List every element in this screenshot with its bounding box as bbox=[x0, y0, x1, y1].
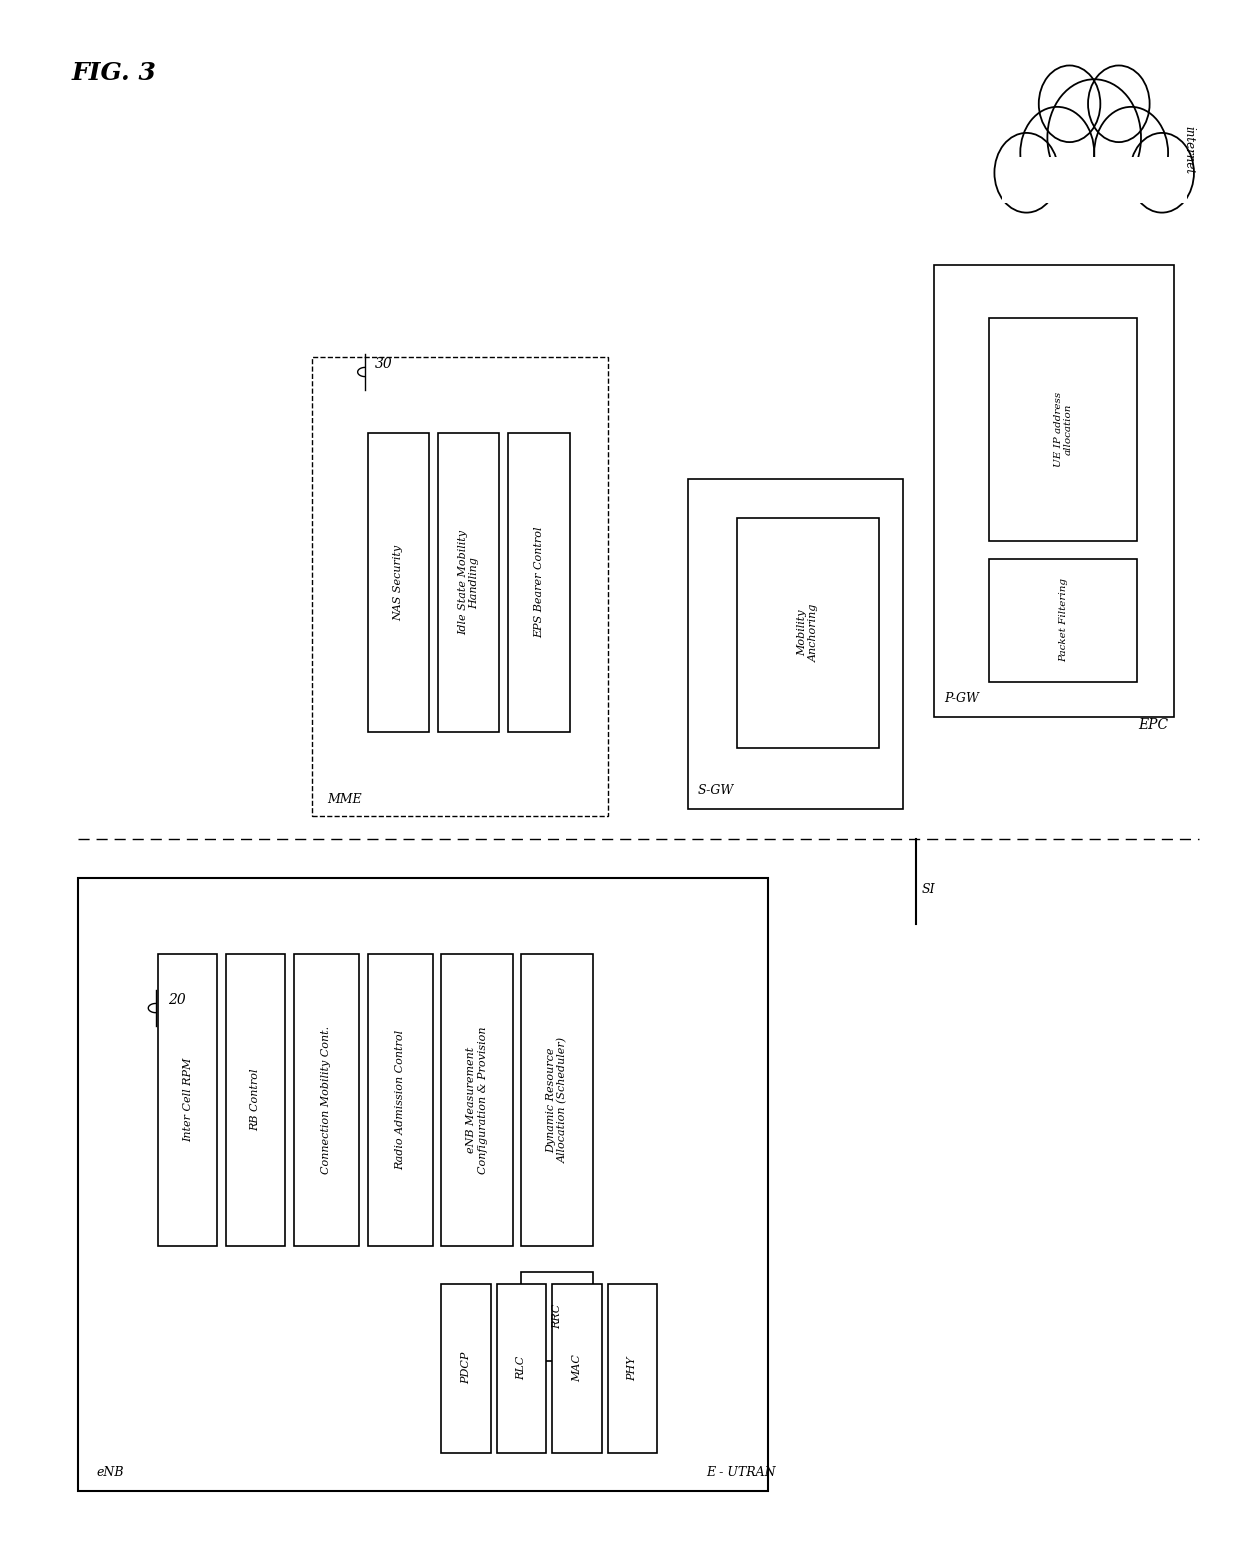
Bar bbox=[226, 954, 285, 1245]
Text: E - UTRAN: E - UTRAN bbox=[707, 1465, 776, 1479]
Text: Connection Mobility Cont.: Connection Mobility Cont. bbox=[321, 1026, 331, 1174]
Text: SI: SI bbox=[921, 883, 935, 897]
Ellipse shape bbox=[1048, 79, 1141, 196]
Text: MAC: MAC bbox=[572, 1355, 582, 1382]
Bar bbox=[367, 954, 433, 1245]
Ellipse shape bbox=[1130, 133, 1194, 213]
Text: RRC: RRC bbox=[552, 1304, 562, 1328]
Text: Inter Cell RPM: Inter Cell RPM bbox=[182, 1057, 192, 1142]
Bar bbox=[990, 319, 1137, 541]
Bar bbox=[688, 479, 903, 809]
Text: Idle State Mobility
Handling: Idle State Mobility Handling bbox=[458, 530, 480, 635]
Bar bbox=[990, 559, 1137, 681]
Text: 30: 30 bbox=[374, 358, 393, 371]
Bar bbox=[552, 1284, 601, 1453]
Bar bbox=[159, 954, 217, 1245]
Text: MME: MME bbox=[327, 792, 362, 806]
Text: Dynamic Resource
Allocation (Scheduler): Dynamic Resource Allocation (Scheduler) bbox=[546, 1037, 568, 1163]
Text: internet: internet bbox=[1183, 126, 1195, 174]
Text: Radio Admission Control: Radio Admission Control bbox=[396, 1029, 405, 1170]
Bar bbox=[294, 954, 358, 1245]
Bar bbox=[508, 433, 569, 732]
Ellipse shape bbox=[1021, 106, 1094, 199]
Ellipse shape bbox=[1087, 65, 1149, 142]
Ellipse shape bbox=[1094, 106, 1168, 199]
Text: Packet Filtering: Packet Filtering bbox=[1059, 578, 1068, 663]
Text: EPS Bearer Control: EPS Bearer Control bbox=[533, 527, 543, 638]
Text: eNB Measurement
Configuration & Provision: eNB Measurement Configuration & Provisio… bbox=[466, 1026, 487, 1174]
Text: P-GW: P-GW bbox=[944, 692, 978, 704]
Text: eNB: eNB bbox=[97, 1465, 124, 1479]
Bar bbox=[934, 265, 1174, 717]
Bar bbox=[78, 878, 768, 1490]
Bar bbox=[438, 433, 500, 732]
Bar bbox=[522, 1271, 593, 1361]
Ellipse shape bbox=[994, 133, 1059, 213]
Bar bbox=[737, 518, 879, 747]
Text: RLC: RLC bbox=[517, 1356, 527, 1381]
Text: S-GW: S-GW bbox=[698, 783, 734, 797]
Text: PHY: PHY bbox=[627, 1356, 637, 1381]
Text: RB Control: RB Control bbox=[250, 1069, 260, 1131]
Text: FIG. 3: FIG. 3 bbox=[72, 62, 156, 85]
Bar bbox=[497, 1284, 546, 1453]
Bar bbox=[367, 433, 429, 732]
Bar bbox=[608, 1284, 657, 1453]
Ellipse shape bbox=[1039, 65, 1100, 142]
Text: NAS Security: NAS Security bbox=[393, 544, 403, 621]
Text: Mobility
Anchoring: Mobility Anchoring bbox=[797, 604, 818, 661]
Bar bbox=[312, 356, 608, 817]
Text: PDCP: PDCP bbox=[461, 1351, 471, 1384]
Bar bbox=[441, 1284, 491, 1453]
Text: UE IP address
allocation: UE IP address allocation bbox=[1054, 391, 1073, 467]
Text: EPC: EPC bbox=[1138, 718, 1168, 732]
Text: 20: 20 bbox=[167, 994, 186, 1008]
Bar bbox=[522, 954, 593, 1245]
Bar bbox=[1002, 157, 1187, 203]
Bar bbox=[441, 954, 513, 1245]
